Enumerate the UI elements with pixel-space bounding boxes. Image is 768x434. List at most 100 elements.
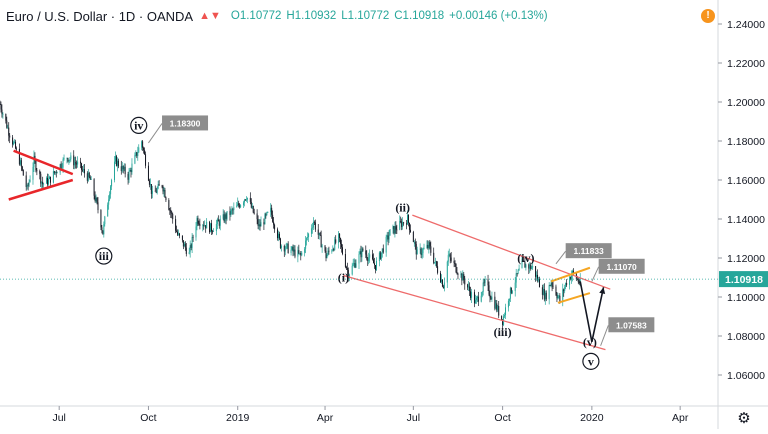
candle: [138, 144, 140, 153]
candle-body: [433, 252, 435, 263]
candle: [362, 247, 364, 252]
candle: [346, 262, 348, 276]
candle: [102, 230, 104, 235]
candle-body: [123, 166, 125, 170]
candle-body: [448, 254, 450, 256]
candle: [123, 163, 125, 172]
candle: [509, 286, 511, 303]
candle-body: [171, 212, 173, 214]
candle: [77, 156, 79, 168]
candle: [379, 251, 381, 260]
chart-icon[interactable]: ▲▼: [199, 10, 221, 22]
candle: [82, 164, 84, 173]
candle: [488, 281, 490, 297]
candle: [145, 151, 147, 169]
candle-body: [487, 279, 489, 286]
candle-body: [428, 242, 430, 249]
candle-body: [395, 226, 397, 230]
candle: [401, 218, 403, 231]
candle-body: [401, 221, 403, 227]
candle-body: [147, 165, 149, 181]
candle: [286, 243, 288, 249]
candle-body: [225, 214, 227, 219]
candle: [63, 154, 65, 161]
wave-text: (ii): [395, 200, 410, 214]
candle-body: [516, 273, 518, 275]
candle: [239, 203, 241, 209]
candle-body: [35, 160, 37, 171]
candle: [555, 284, 557, 297]
candle-body: [41, 181, 43, 184]
candle: [265, 212, 267, 219]
candle: [169, 208, 171, 215]
candle: [9, 133, 11, 144]
candle: [358, 251, 360, 270]
candle-body: [149, 184, 151, 185]
candle-body: [453, 260, 455, 264]
candle: [117, 158, 119, 169]
candle-body: [334, 239, 336, 250]
candle-body: [48, 178, 50, 185]
candle: [41, 181, 43, 190]
candle: [181, 235, 183, 243]
warning-icon[interactable]: !: [701, 9, 715, 23]
callout-leader: [600, 325, 609, 346]
candle-body: [514, 282, 516, 291]
candle-body: [53, 171, 55, 174]
callout-text: 1.07583: [616, 320, 647, 330]
candle-body: [558, 295, 560, 297]
callout-leader: [555, 250, 567, 265]
candle-body: [570, 275, 572, 280]
candle: [375, 257, 377, 272]
candle: [272, 210, 274, 223]
candle: [423, 243, 425, 250]
candle: [80, 157, 82, 169]
candle: [266, 211, 268, 217]
candle: [81, 162, 83, 176]
candle: [189, 240, 191, 258]
y-tick-label: 1.24000: [727, 19, 765, 31]
gear-icon[interactable]: ⚙: [737, 410, 751, 427]
y-tick-label: 1.14000: [727, 214, 765, 226]
candle-body: [579, 278, 581, 284]
candle-body: [304, 248, 306, 253]
candle: [556, 292, 558, 303]
candle: [446, 260, 448, 288]
candle-body: [360, 251, 362, 258]
candle: [211, 229, 213, 235]
candle: [130, 167, 132, 178]
candle-body: [5, 113, 7, 121]
candle: [345, 265, 347, 270]
candle: [238, 200, 240, 208]
candle-body: [100, 210, 102, 228]
candle-body: [156, 188, 158, 193]
candle: [136, 151, 138, 159]
x-tick-label: Apr: [672, 412, 689, 424]
candle: [481, 291, 483, 298]
candle-body: [19, 160, 21, 165]
candle: [245, 196, 247, 202]
candle: [222, 209, 224, 221]
candle-body: [95, 197, 97, 201]
candle: [360, 245, 362, 263]
candle-body: [491, 296, 493, 300]
candle-body: [216, 219, 218, 225]
projection-path: [579, 281, 605, 343]
candle-body: [190, 245, 192, 248]
candle: [419, 243, 421, 254]
candle: [52, 166, 54, 184]
candle-body: [188, 252, 190, 254]
candle-body: [158, 184, 160, 186]
price-callout: 1.07583: [600, 317, 655, 346]
candle: [475, 295, 477, 304]
candle: [483, 278, 485, 287]
candle-body: [555, 286, 557, 295]
symbol-title[interactable]: Euro / U.S. Dollar · 1D · OANDA: [6, 8, 194, 24]
candle-body: [252, 206, 254, 213]
candle: [151, 185, 153, 199]
candle: [172, 212, 174, 224]
candle-body: [0, 103, 1, 105]
candle: [334, 236, 336, 251]
